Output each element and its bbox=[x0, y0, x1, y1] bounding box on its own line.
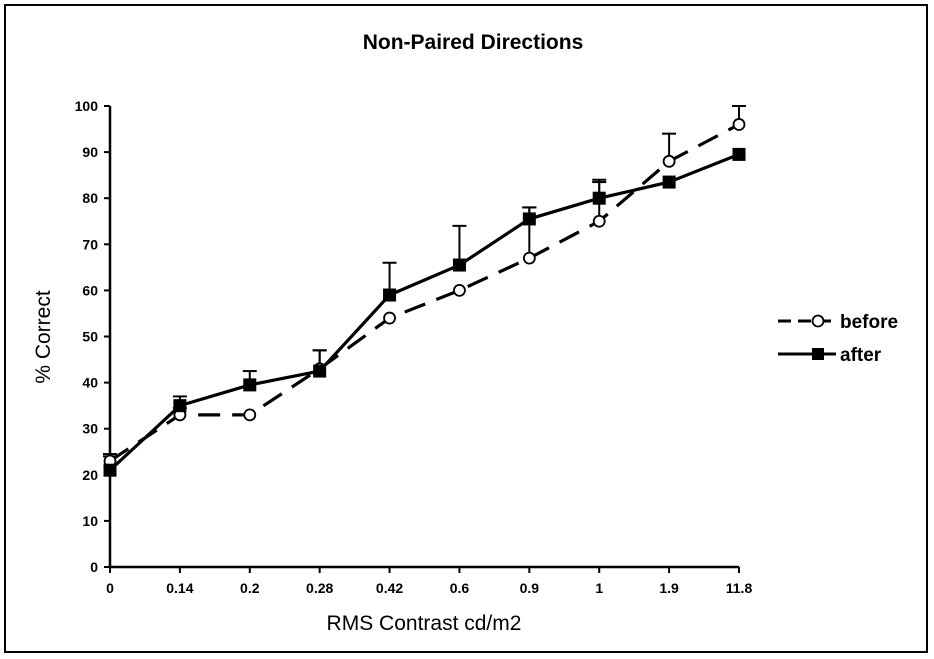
data-point-after bbox=[243, 378, 257, 392]
x-tick-label: 0.9 bbox=[520, 580, 540, 596]
y-tick-label: 50 bbox=[82, 329, 98, 345]
x-tick-label: 1.9 bbox=[659, 580, 679, 596]
x-tick-label: 0.2 bbox=[240, 580, 260, 596]
data-point-after bbox=[662, 175, 676, 189]
series-line-after bbox=[108, 152, 740, 472]
x-axis-label: RMS Contrast cd/m2 bbox=[327, 612, 522, 635]
y-tick-label: 70 bbox=[82, 236, 98, 252]
data-point-after bbox=[592, 191, 606, 205]
data-point-before bbox=[522, 251, 536, 265]
chart-title: Non-Paired Directions bbox=[363, 31, 584, 54]
x-tick-label: 0.6 bbox=[450, 580, 470, 596]
data-point-after bbox=[452, 258, 466, 272]
legend-marker-before bbox=[811, 314, 825, 328]
legend-marker-after bbox=[812, 348, 824, 360]
y-ticks: 0 10 20 30 40 50 60 70 80 90 100 bbox=[75, 98, 110, 575]
legend-label-before: before bbox=[840, 312, 898, 333]
x-ticks: 0 0.14 0.2 0.28 0.42 0.6 0.9 1 1.9 11.8 bbox=[106, 567, 752, 596]
y-tick-label: 60 bbox=[82, 282, 98, 298]
x-tick-label: 0.14 bbox=[166, 580, 193, 596]
data-point-after bbox=[173, 399, 187, 413]
data-point-after bbox=[732, 147, 746, 161]
legend-item-before: before bbox=[778, 312, 898, 333]
data-point-after bbox=[313, 364, 327, 378]
legend-item-after: after bbox=[778, 345, 882, 366]
y-tick-label: 10 bbox=[82, 513, 98, 529]
data-point-before bbox=[453, 283, 466, 297]
legend-label-after: after bbox=[840, 345, 882, 366]
x-tick-label: 1 bbox=[595, 580, 603, 596]
chart-frame bbox=[4, 4, 928, 653]
data-point-after bbox=[383, 288, 397, 302]
data-point-before bbox=[732, 118, 746, 131]
x-tick-label: 0.28 bbox=[306, 580, 333, 596]
y-tick-label: 0 bbox=[90, 559, 98, 575]
data-point-before bbox=[243, 408, 257, 422]
y-tick-label: 80 bbox=[82, 190, 98, 206]
y-tick-label: 20 bbox=[82, 467, 98, 483]
x-tick-label: 0.42 bbox=[376, 580, 403, 596]
data-point-after bbox=[522, 212, 536, 226]
y-tick-label: 90 bbox=[82, 144, 98, 160]
series-markers bbox=[103, 118, 746, 477]
data-point-before bbox=[592, 214, 606, 228]
y-tick-label: 30 bbox=[82, 421, 98, 437]
data-point-before bbox=[662, 154, 676, 168]
x-tick-label: 11.8 bbox=[726, 580, 753, 596]
series-lines bbox=[108, 123, 740, 472]
y-axis-label: % Correct bbox=[32, 290, 55, 384]
legend: before after bbox=[778, 312, 898, 366]
data-point-before bbox=[383, 311, 396, 325]
y-tick-label: 100 bbox=[75, 98, 99, 114]
data-point-after bbox=[103, 463, 117, 477]
y-tick-label: 40 bbox=[82, 375, 98, 391]
series-line-before bbox=[109, 123, 740, 463]
x-tick-label: 0 bbox=[106, 580, 114, 596]
